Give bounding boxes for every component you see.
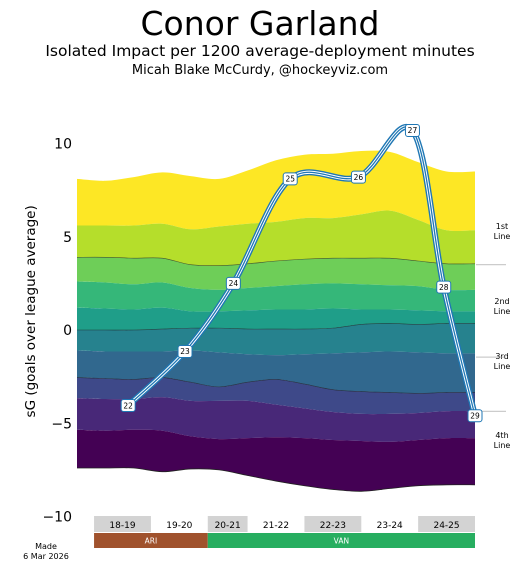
line-label-text: 4th Line [494,431,511,450]
line-label-line: Line [494,362,511,371]
line-label-3: 3rd Line [494,352,511,371]
stream-band-3 [77,257,475,291]
stream-band-1 [77,150,475,231]
stream-band-10 [77,429,475,492]
line-label-line: Line [494,441,511,450]
stream-band-5 [77,307,475,331]
games-point-label: 24 [229,279,239,288]
games-point-29: 29 [467,409,483,423]
season-box [94,516,151,532]
season-label: 24-25 [433,521,459,531]
stream-band-2 [77,210,475,266]
season-21-22: 21-22 [263,521,289,531]
games-point-marker [225,276,241,290]
y-tick-label: 0 [63,323,72,339]
stream-bottom-edge [77,467,476,492]
games-point-28: 28 [436,280,452,294]
line-label-2: 2nd Line [494,297,511,316]
games-point-25: 25 [282,172,298,186]
games-point-24: 24 [225,276,241,290]
season-22-23: 22-23 [304,516,362,532]
team-bar-ari: ARI [94,533,208,548]
season-label: 21-22 [263,521,289,531]
season-23-24: 23-24 [377,521,403,531]
games-point-22: 22 [120,399,136,413]
games-point-label: 25 [285,175,295,184]
season-19-20: 19-20 [166,521,192,531]
made-date-note: Made 6 Mar 2026 [4,542,88,562]
season-label: 20-21 [215,521,241,531]
season-box [418,516,475,532]
team-label: VAN [334,537,349,546]
games-point-marker [120,399,136,413]
line-label-line: 4th [495,431,508,440]
team-bar [207,533,475,548]
line-divider-3 [76,377,476,394]
games-point-marker [350,170,366,184]
line-divider-2 [77,323,476,331]
y-tick-label: 10 [54,137,72,153]
team-label: ARI [145,537,158,546]
season-18-19: 18-19 [94,516,151,532]
games-point-marker [404,123,420,137]
stream-band-4 [77,281,475,312]
season-24-25: 24-25 [418,516,475,532]
stream-band-8 [77,377,475,415]
team-bar [94,533,208,548]
line-label-line: Line [494,307,511,316]
games-point-marker [467,409,483,423]
line-label-text: 2nd Line [494,297,511,316]
games-point-label: 23 [180,347,190,356]
line-label-4: 4th Line [494,431,511,450]
chart-subtitle: Isolated Impact per 1200 average-deploym… [45,42,475,60]
games-point-label: 27 [408,126,418,135]
y-tick-label: −10 [42,510,72,526]
season-label: 23-24 [377,521,403,531]
games-point-marker [282,172,298,186]
team-bar-van: VAN [207,533,475,548]
y-tick-label: 5 [63,230,72,246]
season-label: 19-20 [166,521,192,531]
made-date: 6 Mar 2026 [23,552,69,561]
games-point-26: 26 [350,170,366,184]
stream-band-6 [77,323,475,356]
line-label-line: Line [494,232,511,241]
line-label-text: 3rd Line [494,352,511,371]
games-point-marker [177,344,193,358]
season-label: 18-19 [109,521,135,531]
games-point-label: 22 [123,401,133,410]
games-point-label: 29 [470,412,480,421]
games-point-27: 27 [404,123,420,137]
line-label-1: 1st Line [494,222,511,241]
chart-byline: Micah Blake McCurdy, @hockeyviz.com [131,63,389,78]
season-20-21: 20-21 [207,516,248,532]
games-point-23: 23 [177,344,193,358]
line-label-line: 1st [496,222,508,231]
stream-band-9 [77,397,475,442]
line-label-text: 1st Line [494,222,511,241]
y-tick-label: −5 [51,416,72,432]
season-box [207,516,248,532]
made-label: Made [35,542,57,551]
games-point-marker [436,280,452,294]
season-label: 22-23 [320,521,346,531]
y-axis-label: sG (goals over league average) [23,205,39,417]
season-box [304,516,362,532]
chart-title: Conor Garland [140,4,380,43]
games-point-label: 28 [439,283,449,292]
line-label-line: 2nd [494,297,509,306]
line-label-line: 3rd [495,352,508,361]
line-divider-1 [76,256,476,267]
games-point-label: 26 [354,173,364,182]
